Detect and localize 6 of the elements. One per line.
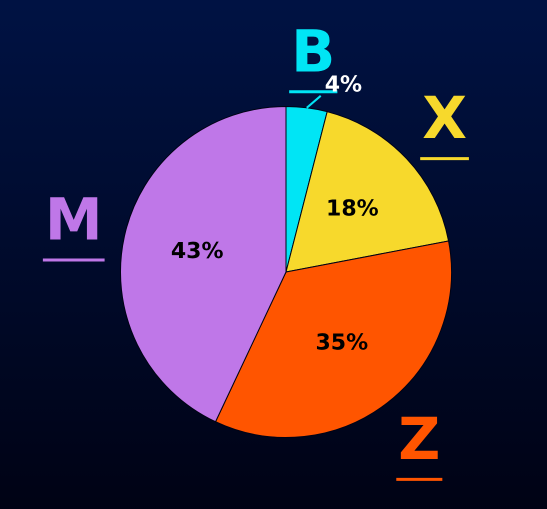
data-label: 35% [315,330,368,356]
data-label: 43% [170,238,224,264]
slice-label: X [422,84,467,152]
slice-label: M [44,186,103,254]
data-label: 18% [326,196,379,222]
slice-label: Z [398,404,440,473]
